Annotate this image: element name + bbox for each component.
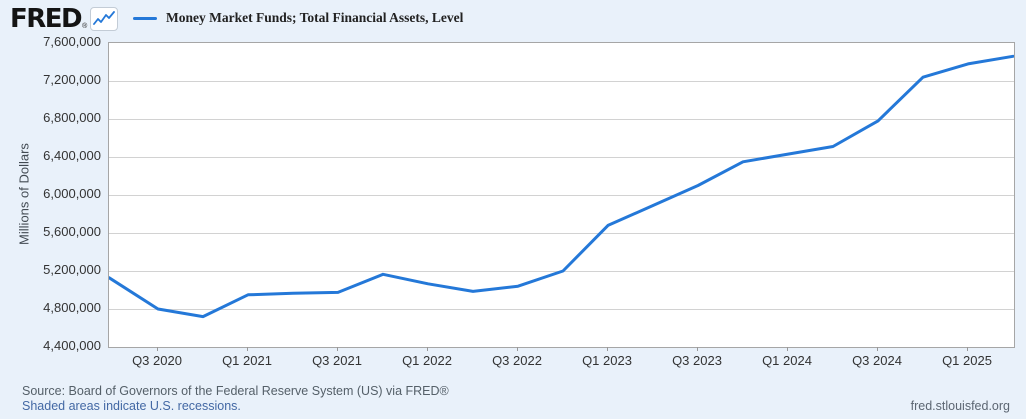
x-tick-label: Q1 2025 [942, 353, 992, 368]
legend: Money Market Funds; Total Financial Asse… [133, 10, 463, 26]
x-tick-label: Q3 2024 [852, 353, 902, 368]
y-tick-label: 7,600,000 [43, 34, 101, 49]
plot-area[interactable] [108, 42, 1015, 348]
x-tick-label: Q3 2020 [132, 353, 182, 368]
gridline [109, 119, 1014, 120]
series-chart[interactable] [109, 43, 1014, 347]
site-url: fred.stlouisfed.org [910, 399, 1010, 413]
y-tick-label: 7,200,000 [43, 72, 101, 87]
series-title[interactable]: Money Market Funds; Total Financial Asse… [166, 10, 464, 25]
fred-logo[interactable]: FRED ® [10, 4, 119, 34]
y-tick-label: 4,800,000 [43, 300, 101, 315]
footer: Source: Board of Governors of the Federa… [22, 384, 449, 414]
fred-logo-text: FRED [10, 4, 83, 34]
x-tick-label: Q1 2022 [402, 353, 452, 368]
x-tick-label: Q1 2023 [582, 353, 632, 368]
line-chart-icon [90, 7, 119, 31]
gridline [109, 157, 1014, 158]
x-tick-label: Q3 2023 [672, 353, 722, 368]
y-axis-title: Millions of Dollars [16, 143, 32, 245]
source-text: Source: Board of Governors of the Federa… [22, 384, 449, 398]
gridline [109, 233, 1014, 234]
y-tick-label: 6,800,000 [43, 110, 101, 125]
y-tick-label: 6,000,000 [43, 186, 101, 201]
y-tick-label: 6,400,000 [43, 148, 101, 163]
legend-line-swatch [133, 16, 157, 20]
registered-mark: ® [82, 23, 88, 30]
x-tick-label: Q3 2022 [492, 353, 542, 368]
gridline [109, 309, 1014, 310]
gridline [109, 195, 1014, 196]
series-line [109, 54, 1014, 319]
x-tick-label: Q3 2021 [312, 353, 362, 368]
gridline [109, 81, 1014, 82]
y-tick-label: 5,200,000 [43, 262, 101, 277]
y-tick-label: 4,400,000 [43, 338, 101, 353]
x-tick-label: Q1 2024 [762, 353, 812, 368]
x-tick-label: Q1 2021 [222, 353, 272, 368]
recessions-link[interactable]: Shaded areas indicate U.S. recessions. [22, 399, 241, 413]
y-tick-label: 5,600,000 [43, 224, 101, 239]
